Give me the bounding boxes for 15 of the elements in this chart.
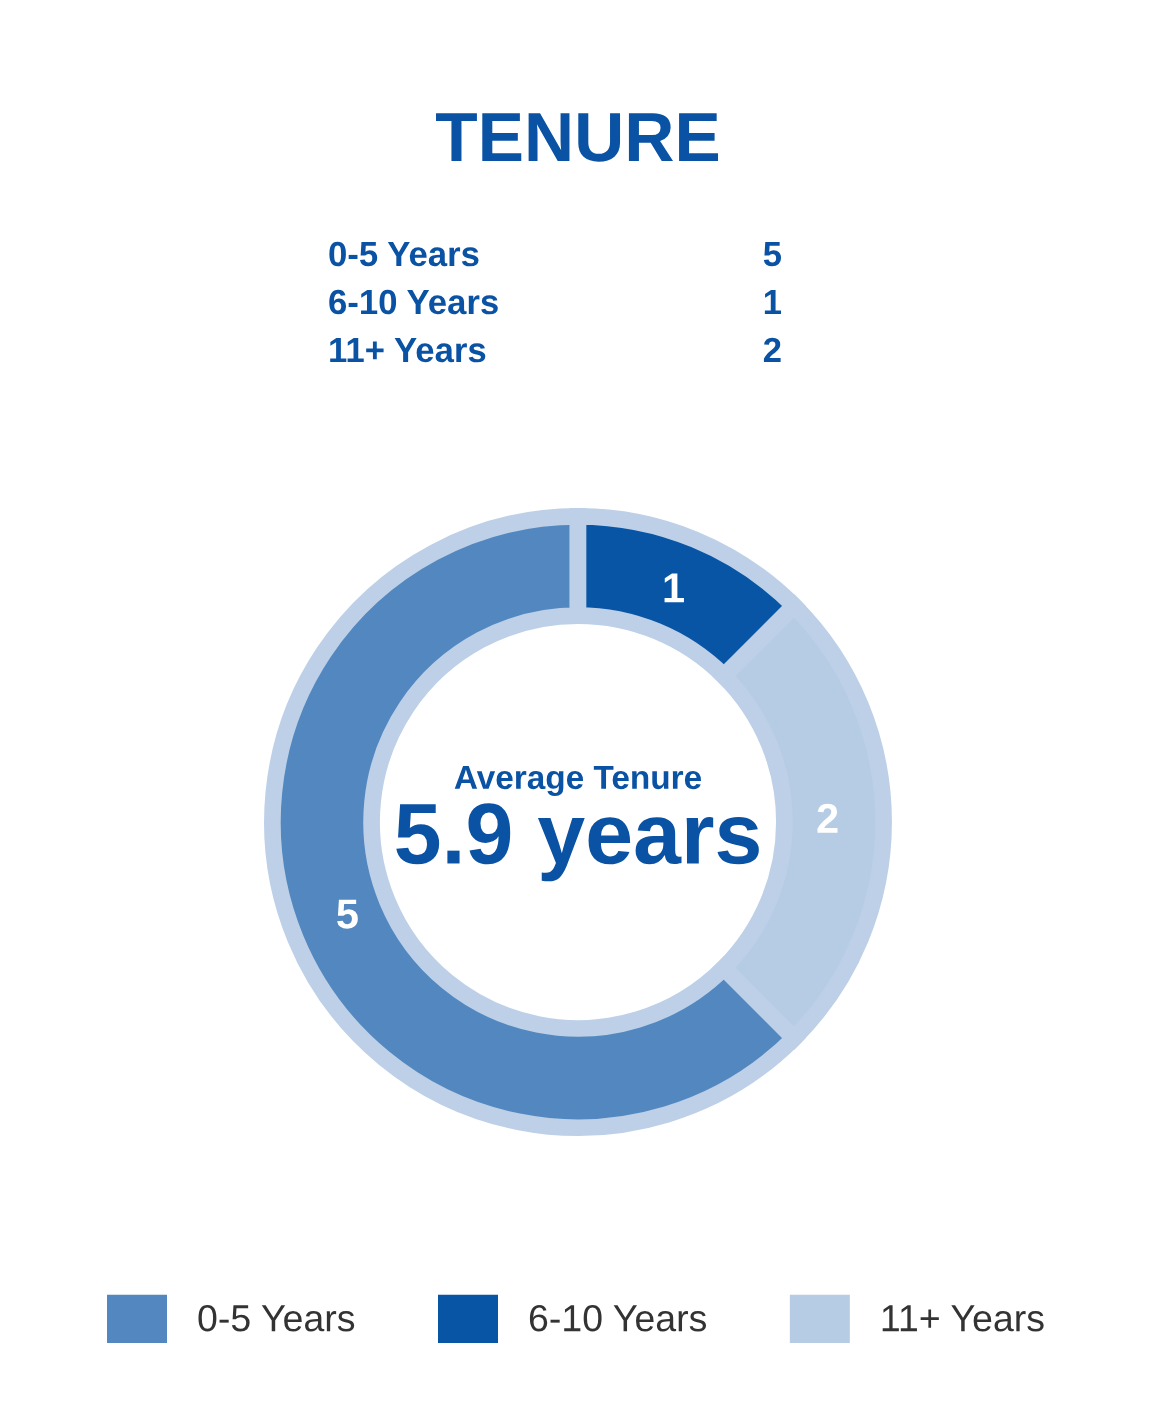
- data-label: 5: [337, 899, 358, 929]
- data-label: 1: [664, 573, 684, 603]
- legend-label: 0-5 Years: [198, 1304, 355, 1332]
- category-label: 11+ Years: [330, 338, 486, 363]
- category-label: 6-10 Years: [329, 289, 498, 315]
- text: Average Tenure: [454, 765, 701, 796]
- text: 1: [764, 290, 782, 314]
- text: 5: [763, 242, 782, 267]
- data-label: 2: [817, 803, 838, 833]
- text: 5.9 years: [396, 803, 759, 882]
- text: 2: [763, 337, 781, 362]
- slice-label: 0-5 Years: [329, 241, 479, 267]
- legend-label: 11+ Years: [882, 1305, 1044, 1332]
- chart-title: TENURE: [436, 113, 719, 162]
- legend-label: 6-10 Years: [529, 1304, 707, 1332]
